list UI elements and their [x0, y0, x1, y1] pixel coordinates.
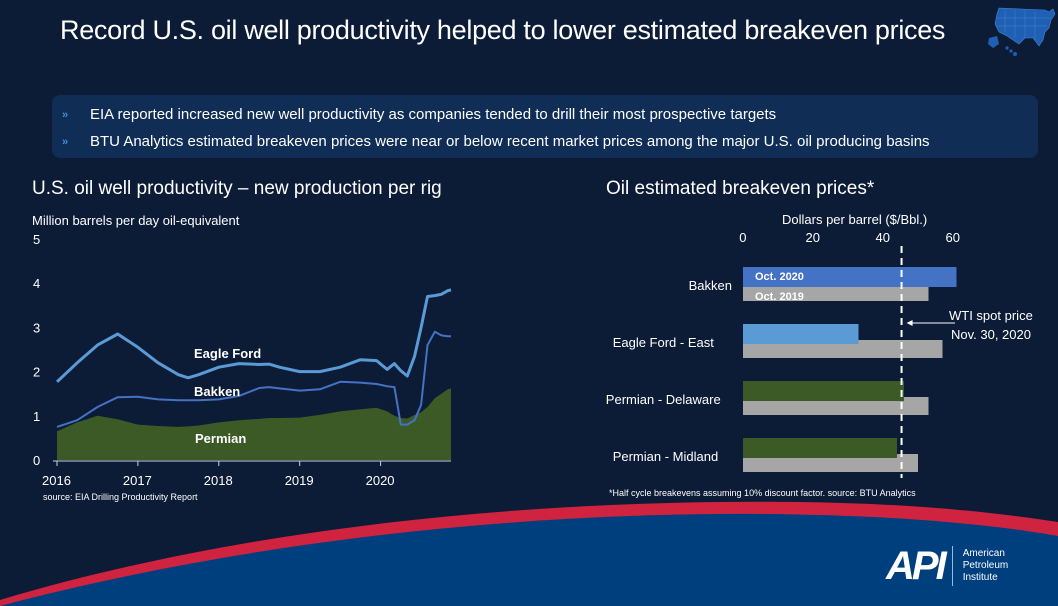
y-tick-label: 3 — [33, 320, 40, 335]
bar-oct-2019 — [743, 340, 943, 358]
x-tick-label: 60 — [946, 230, 960, 245]
logo-line-2: Petroleum — [962, 560, 1009, 571]
bakken-line — [56, 330, 451, 428]
category-label: Permian - Midland — [613, 449, 719, 464]
y-tick-label: 0 — [33, 453, 40, 468]
left-chart-source: source: EIA Drilling Productivity Report — [43, 492, 198, 502]
series-label: Eagle Ford — [194, 346, 261, 361]
bar-oct-2020 — [743, 267, 957, 287]
right-chart-footnote: *Half cycle breakevens assuming 10% disc… — [609, 488, 916, 498]
bullet-text: EIA reported increased new well producti… — [90, 106, 777, 123]
bar-oct-2020 — [743, 324, 859, 344]
eagle-ford-line — [55, 288, 452, 383]
api-logo: API American Petroleum Institute — [886, 546, 1008, 586]
left-chart-title: U.S. oil well productivity – new product… — [32, 178, 442, 199]
category-label: Bakken — [689, 278, 732, 293]
series-label: Permian — [195, 431, 246, 446]
bar-oct-2020 — [743, 381, 904, 401]
y-tick-label: 4 — [33, 276, 40, 291]
api-logo-mark: API — [886, 544, 947, 588]
us-map-icon — [988, 7, 1056, 56]
right-chart-title: Oil estimated breakeven prices* — [606, 178, 875, 199]
x-tick-label: 2018 — [204, 473, 233, 488]
series-label: Bakken — [194, 384, 240, 399]
x-tick-label: 2020 — [366, 473, 395, 488]
y-tick-label: 1 — [33, 409, 40, 424]
x-tick-label: 2019 — [285, 473, 314, 488]
bar-oct-2019 — [743, 397, 929, 415]
bullet-text: BTU Analytics estimated breakeven prices… — [90, 133, 930, 150]
chevron-right-icon: » — [62, 135, 69, 148]
key-points-box: » EIA reported increased new well produc… — [52, 95, 1038, 158]
right-chart-xlabel: Dollars per barrel ($/Bbl.) — [782, 212, 928, 227]
logo-line-3: Institute — [962, 572, 998, 583]
bar-oct-2020 — [743, 438, 897, 458]
wti-arrow-head — [906, 320, 913, 326]
logo-divider — [951, 546, 953, 586]
bullet-item: » EIA reported increased new well produc… — [62, 106, 776, 123]
logo-line-1: American — [962, 548, 1005, 559]
category-label: Eagle Ford - East — [613, 335, 715, 350]
slide-title: Record U.S. oil well productivity helped… — [60, 15, 946, 45]
wti-label-line-1: WTI spot price — [949, 308, 1033, 323]
category-label: Permian - Delaware — [606, 392, 721, 407]
api-logo-name: American Petroleum Institute — [963, 548, 1009, 584]
left-chart-ylabel: Million barrels per day oil-equivalent — [32, 213, 240, 228]
bar-oct-2019 — [743, 454, 918, 472]
y-tick-label: 5 — [33, 232, 40, 247]
x-tick-label: 2017 — [123, 473, 152, 488]
x-tick-label: 2016 — [42, 473, 71, 488]
legend-oct-2019: Oct. 2019 — [755, 291, 804, 303]
chevron-right-icon: » — [62, 108, 69, 121]
bullet-item: » BTU Analytics estimated breakeven pric… — [62, 133, 930, 150]
x-tick-label: 0 — [739, 230, 746, 245]
bar-oct-2019 — [743, 283, 929, 301]
wti-label-line-2: Nov. 30, 2020 — [951, 327, 1031, 342]
permian-area — [57, 388, 451, 460]
x-tick-label: 20 — [806, 230, 820, 245]
legend-oct-2020: Oct. 2020 — [755, 271, 804, 283]
y-tick-label: 2 — [33, 365, 40, 380]
x-tick-label: 40 — [876, 230, 890, 245]
